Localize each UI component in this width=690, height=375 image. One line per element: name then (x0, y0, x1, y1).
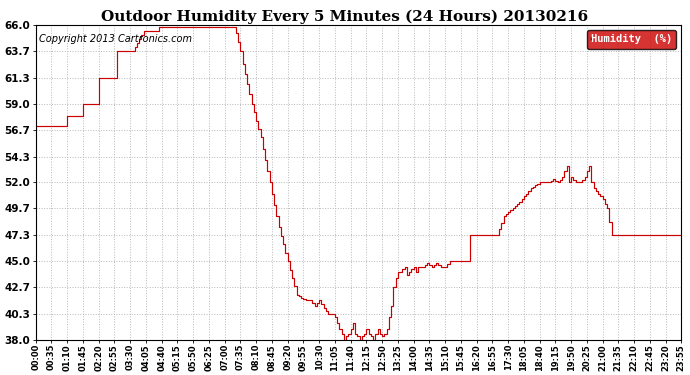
Text: Copyright 2013 Cartronics.com: Copyright 2013 Cartronics.com (39, 34, 192, 45)
Text: Outdoor Humidity Every 5 Minutes (24 Hours) 20130216: Outdoor Humidity Every 5 Minutes (24 Hou… (101, 9, 589, 24)
Legend: Humidity  (%): Humidity (%) (586, 30, 676, 49)
